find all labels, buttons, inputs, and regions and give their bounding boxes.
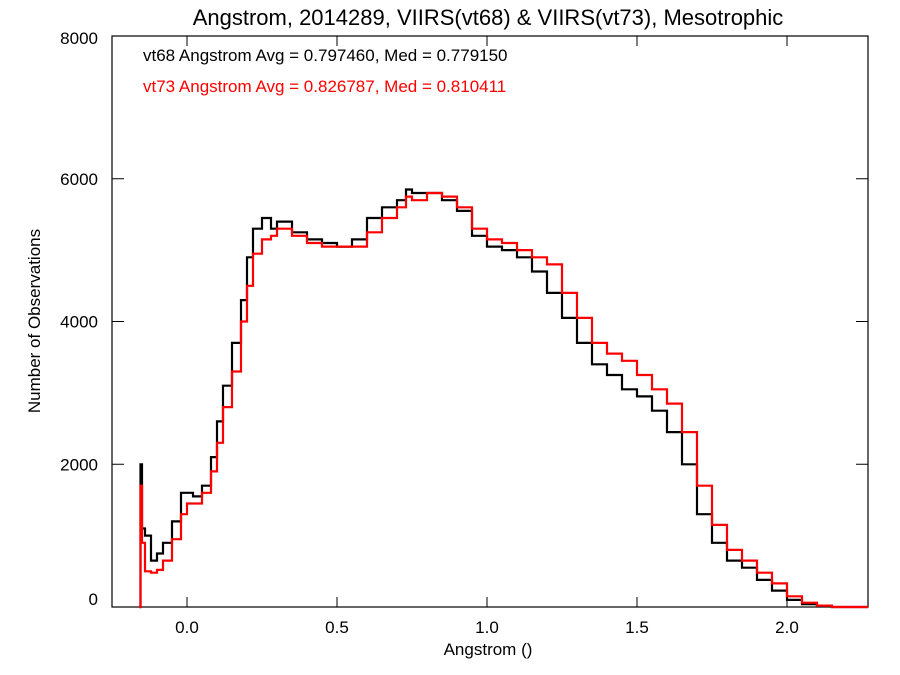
- y-tick-label: 8000: [60, 29, 98, 48]
- y-tick-label: 4000: [60, 313, 98, 332]
- y-axis-label: Number of Observations: [25, 229, 44, 413]
- chart: Angstrom, 2014289, VIIRS(vt68) & VIIRS(v…: [0, 0, 900, 675]
- y-tick-label: 6000: [60, 170, 98, 189]
- x-tick-label: 2.0: [775, 618, 799, 637]
- annotation-vt68: vt68 Angstrom Avg = 0.797460, Med = 0.77…: [143, 46, 508, 65]
- x-axis-label: Angstrom (): [444, 640, 533, 659]
- x-tick-label: 0.0: [175, 618, 199, 637]
- y-tick-label: 2000: [60, 455, 98, 474]
- y-tick-label: 0: [89, 590, 98, 609]
- x-tick-label: 0.5: [325, 618, 349, 637]
- x-tick-label: 1.0: [475, 618, 499, 637]
- annotation-vt73: vt73 Angstrom Avg = 0.826787, Med = 0.81…: [143, 77, 506, 96]
- chart-title: Angstrom, 2014289, VIIRS(vt68) & VIIRS(v…: [193, 5, 784, 30]
- x-tick-label: 1.5: [625, 618, 649, 637]
